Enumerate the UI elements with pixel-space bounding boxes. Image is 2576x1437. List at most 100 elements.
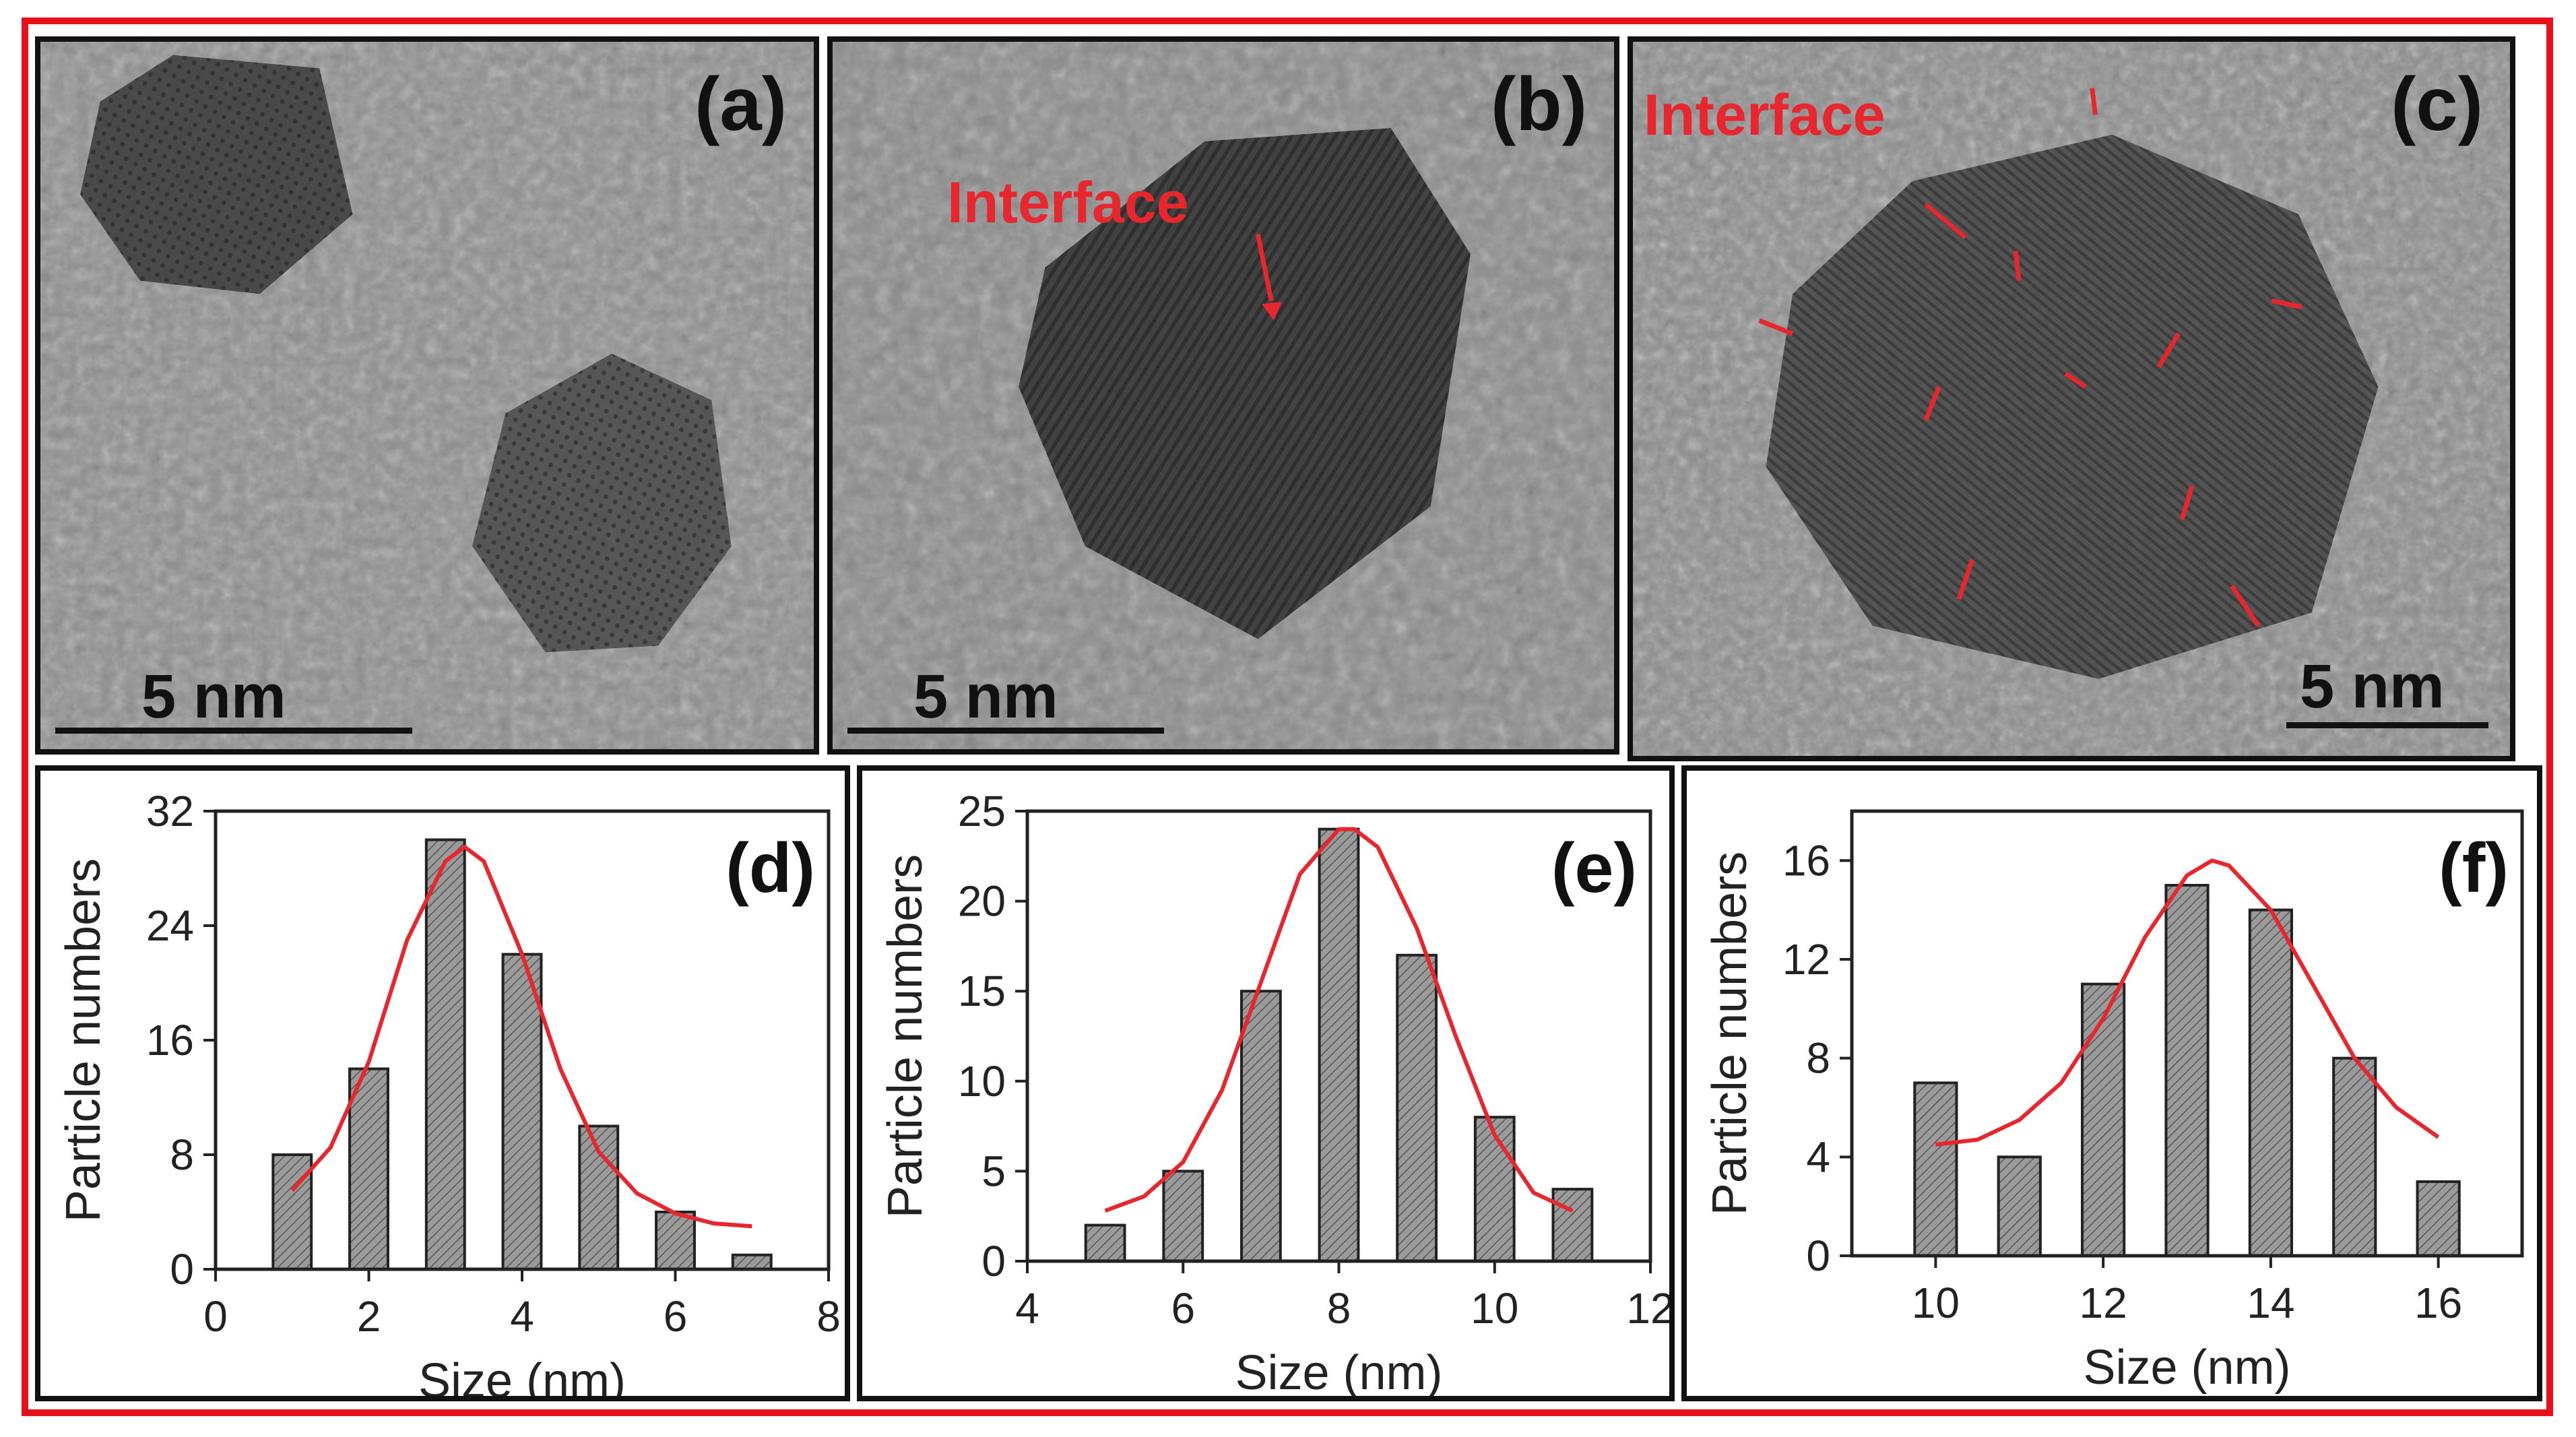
y-tick-label: 16 xyxy=(1782,836,1830,885)
y-tick-label: 16 xyxy=(146,1016,194,1064)
x-tick-label: 2 xyxy=(357,1292,381,1341)
arrow xyxy=(2179,486,2195,521)
histogram-bar xyxy=(2248,908,2293,1257)
histogram-bar xyxy=(424,838,466,1271)
x-axis-label: Size (nm) xyxy=(2083,1341,2290,1395)
gaussian-fit-curve xyxy=(290,845,752,1229)
y-tick-label: 0 xyxy=(981,1237,1006,1285)
histogram-bar xyxy=(1239,990,1282,1263)
x-tick-label: 6 xyxy=(664,1292,688,1341)
histogram-bar xyxy=(1396,953,1438,1263)
y-tick-label: 24 xyxy=(146,901,194,950)
scale-bar-label-c: 5 nm xyxy=(2300,652,2445,721)
histogram-bar xyxy=(1997,1155,2042,1257)
plot-frame xyxy=(1850,809,2524,1258)
interface-label-b: Interface xyxy=(947,170,1189,235)
tem-image-a xyxy=(40,42,814,749)
y-axis-label: Particle numbers xyxy=(57,858,110,1222)
interface-label-c: Interface xyxy=(1644,83,1886,148)
panel-label: (f) xyxy=(2439,829,2509,907)
histogram-e: 4 6 8 10 12 0 5 10 15 20 25 Size (nm) Particle numbe… xyxy=(878,787,1669,1396)
scale-bar-a xyxy=(55,728,412,734)
histogram-panel-d: 0 2 4 6 8 0 8 16 24 32 Size (nm) Particle numbers (d… xyxy=(35,765,850,1401)
y-tick-label: 32 xyxy=(146,787,194,835)
histogram-bar xyxy=(731,1253,773,1271)
scale-bar-label-b: 5 nm xyxy=(913,662,1058,731)
tem-image-b xyxy=(833,42,1614,749)
histogram-panel-e: 4 6 8 10 12 0 5 10 15 20 25 Size (nm) Particle numbe… xyxy=(857,765,1675,1401)
x-tick-label: 0 xyxy=(203,1292,228,1341)
arrow xyxy=(2156,332,2181,369)
histogram-bar xyxy=(1318,827,1360,1263)
interface-arrow xyxy=(1255,233,1274,301)
panel-label-a: (a) xyxy=(695,62,787,146)
histogram-bar xyxy=(655,1211,696,1271)
histogram-bar xyxy=(271,1153,313,1271)
x-tick-label: 16 xyxy=(2414,1279,2462,1327)
arrow xyxy=(1758,318,1794,336)
gaussian-fit-curve xyxy=(1104,827,1574,1213)
arrow xyxy=(1956,558,1975,600)
y-axis-label: Particle numbers xyxy=(878,854,932,1218)
y-tick-label: 8 xyxy=(1806,1034,1830,1083)
x-tick-label: 14 xyxy=(2247,1279,2294,1327)
histogram-bar xyxy=(1551,1188,1594,1263)
histogram-bar xyxy=(2081,982,2126,1257)
y-tick-label: 0 xyxy=(170,1245,194,1294)
y-tick-label: 20 xyxy=(958,877,1006,926)
y-tick-label: 0 xyxy=(1806,1232,1830,1280)
histogram-bar xyxy=(1473,1116,1516,1263)
arrow xyxy=(2230,584,2261,627)
scale-bar-b xyxy=(847,728,1164,734)
y-axis-label: Particle numbers xyxy=(1703,852,1757,1215)
y-tick-label: 5 xyxy=(981,1147,1006,1195)
panel-label-c: (c) xyxy=(2391,62,2483,146)
x-tick-label: 8 xyxy=(1327,1284,1351,1333)
arrow xyxy=(1923,385,1941,421)
histogram-bar xyxy=(2164,884,2210,1257)
arrow xyxy=(2090,88,2098,115)
arrow xyxy=(2271,298,2303,310)
x-axis-label: Size (nm) xyxy=(1235,1346,1442,1396)
panel-label: (e) xyxy=(1551,829,1637,907)
x-tick-label: 12 xyxy=(1626,1284,1669,1333)
scale-bar-label-a: 5 nm xyxy=(141,662,286,731)
panel-label: (d) xyxy=(726,829,815,907)
tem-image-c xyxy=(1633,42,2510,756)
gaussian-fit-curve xyxy=(1935,858,2440,1147)
x-tick-label: 10 xyxy=(1912,1279,1960,1327)
y-tick-label: 4 xyxy=(1806,1132,1830,1181)
panel-label-b: (b) xyxy=(1490,62,1587,146)
arrow xyxy=(2013,250,2022,282)
arrow xyxy=(1924,202,1968,240)
histogram-bar xyxy=(2332,1056,2377,1257)
scale-bar-c xyxy=(2286,722,2488,728)
tem-panel-c: (c) Interface 5 nm xyxy=(1628,36,2515,761)
outer-red-frame xyxy=(22,18,2553,1416)
arrow xyxy=(2064,371,2087,389)
histogram-bar xyxy=(2416,1180,2461,1257)
histogram-bar xyxy=(1162,1170,1204,1263)
x-axis-label: Size (nm) xyxy=(418,1354,626,1396)
x-tick-label: 8 xyxy=(816,1292,841,1341)
histogram-bar xyxy=(501,953,543,1271)
y-tick-label: 12 xyxy=(1782,935,1830,984)
histogram-bar xyxy=(348,1067,389,1271)
x-tick-label: 10 xyxy=(1471,1284,1518,1333)
histogram-panel-f: 10 12 14 16 0 4 8 12 16 Size (nm) Particle numbers… xyxy=(1681,765,2542,1401)
histogram-bar xyxy=(1913,1081,1958,1257)
tem-panel-b: (b) Interface 5 nm xyxy=(827,36,1619,755)
y-tick-label: 8 xyxy=(170,1130,194,1179)
x-tick-label: 12 xyxy=(2080,1279,2127,1327)
x-tick-label: 6 xyxy=(1171,1284,1195,1333)
y-tick-label: 15 xyxy=(958,967,1006,1015)
y-tick-label: 25 xyxy=(958,787,1006,835)
tem-panel-a: (a) 5 nm xyxy=(35,36,819,755)
y-tick-label: 10 xyxy=(958,1057,1006,1106)
x-tick-label: 4 xyxy=(1015,1284,1039,1333)
histogram-f: 10 12 14 16 0 4 8 12 16 Size (nm) Particle numbers… xyxy=(1703,809,2524,1395)
x-tick-label: 4 xyxy=(510,1292,534,1341)
interface-arrows xyxy=(1758,88,2303,627)
